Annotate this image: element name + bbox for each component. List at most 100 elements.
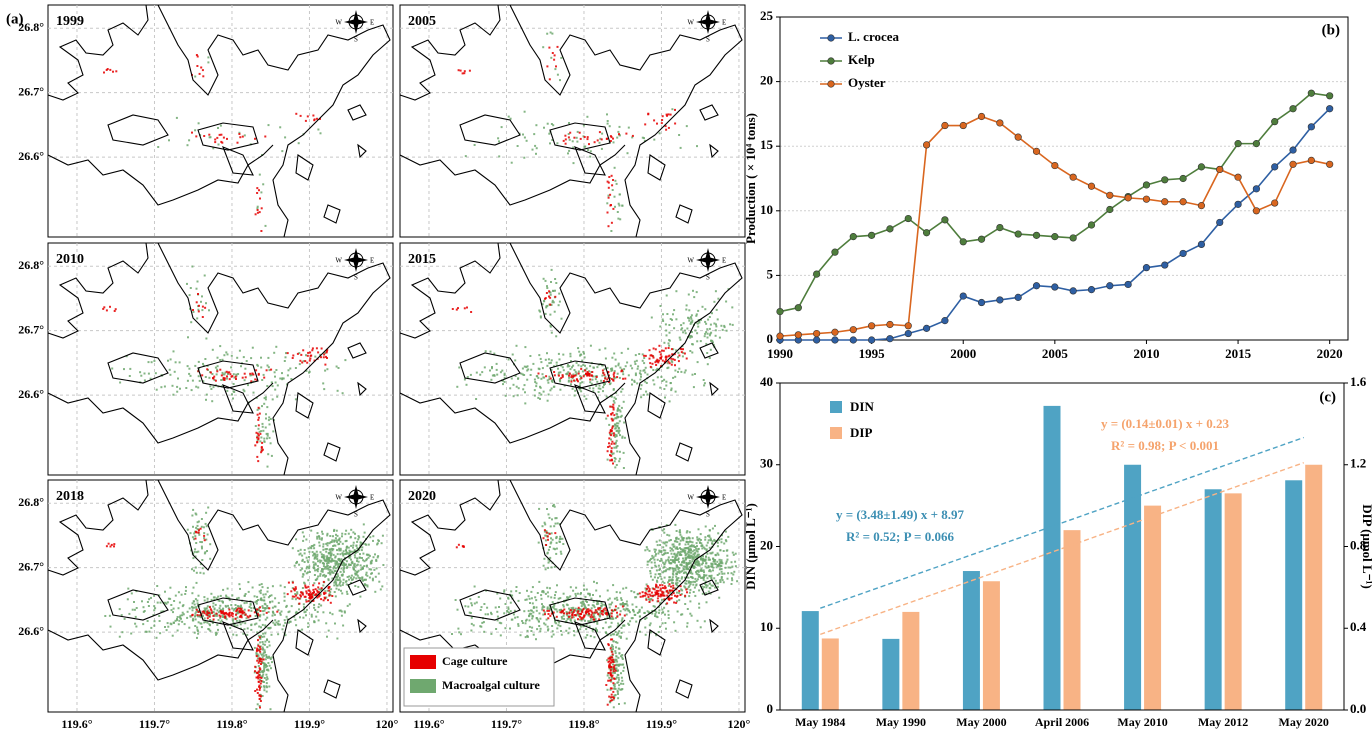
culture-patch: [644, 627, 646, 629]
culture-patch: [581, 360, 583, 362]
culture-patch: [619, 458, 621, 460]
culture-patch: [712, 528, 714, 530]
culture-patch: [697, 564, 699, 566]
culture-patch: [611, 175, 613, 177]
culture-patch: [240, 365, 242, 367]
culture-patch: [610, 647, 612, 649]
culture-patch: [614, 206, 616, 208]
culture-patch: [464, 605, 466, 607]
culture-patch: [233, 390, 235, 392]
culture-patch: [538, 354, 540, 356]
compass-west: W: [687, 19, 694, 27]
culture-patch: [618, 133, 620, 135]
culture-patch: [722, 329, 724, 331]
culture-patch: [562, 354, 564, 356]
culture-patch: [709, 334, 711, 336]
culture-patch: [258, 681, 260, 683]
culture-patch: [609, 660, 611, 662]
culture-patch: [529, 598, 531, 600]
culture-patch: [237, 142, 239, 144]
culture-patch: [185, 590, 187, 592]
culture-patch: [217, 629, 219, 631]
culture-patch: [297, 597, 299, 599]
culture-patch: [660, 558, 662, 560]
culture-patch: [500, 634, 502, 636]
culture-patch: [258, 407, 260, 409]
culture-patch: [708, 591, 710, 593]
culture-patch: [258, 424, 260, 426]
culture-patch: [573, 375, 575, 377]
culture-patch: [606, 138, 608, 140]
point: [777, 308, 784, 315]
culture-patch: [203, 135, 205, 137]
culture-patch: [664, 577, 666, 579]
culture-patch: [276, 396, 278, 398]
culture-patch: [672, 582, 674, 584]
culture-patch: [197, 525, 199, 527]
culture-patch: [559, 358, 561, 360]
culture-patch: [340, 571, 342, 573]
culture-patch: [352, 544, 354, 546]
culture-patch: [569, 139, 571, 141]
culture-patch: [551, 359, 553, 361]
culture-patch: [170, 358, 172, 360]
culture-patch: [114, 310, 116, 312]
culture-patch: [706, 601, 708, 603]
compass-east: E: [722, 19, 726, 27]
culture-patch: [659, 590, 661, 592]
culture-patch: [272, 611, 274, 613]
point: [1180, 198, 1187, 205]
culture-patch: [616, 430, 618, 432]
culture-patch: [680, 540, 682, 542]
culture-patch: [317, 576, 319, 578]
culture-patch: [691, 314, 693, 316]
culture-patch: [666, 590, 668, 592]
culture-patch: [523, 610, 525, 612]
culture-patch: [220, 612, 222, 614]
culture-patch: [650, 366, 652, 368]
culture-patch: [187, 144, 189, 146]
culture-patch: [719, 337, 721, 339]
culture-patch: [720, 565, 722, 567]
culture-patch: [195, 513, 197, 515]
culture-patch: [269, 601, 271, 603]
culture-patch: [166, 629, 168, 631]
culture-patch: [112, 71, 114, 73]
culture-patch: [265, 666, 267, 668]
culture-patch: [664, 397, 666, 399]
culture-patch: [258, 665, 260, 667]
culture-patch: [616, 597, 618, 599]
culture-patch: [274, 623, 276, 625]
culture-patch: [205, 338, 207, 340]
culture-patch: [694, 330, 696, 332]
culture-patch: [665, 129, 667, 131]
culture-patch: [267, 357, 269, 359]
culture-patch: [269, 627, 271, 629]
culture-patch: [650, 572, 652, 574]
culture-patch: [256, 649, 258, 651]
culture-patch: [615, 659, 617, 661]
culture-patch: [563, 140, 565, 142]
culture-patch: [535, 153, 537, 155]
culture-patch: [592, 379, 594, 381]
culture-patch: [590, 345, 592, 347]
culture-patch: [202, 316, 204, 318]
culture-patch: [292, 355, 294, 357]
culture-patch: [524, 391, 526, 393]
culture-patch: [612, 138, 614, 140]
culture-patch: [307, 561, 309, 563]
culture-patch: [593, 636, 595, 638]
culture-patch: [197, 614, 199, 616]
culture-patch: [619, 430, 621, 432]
culture-patch: [615, 427, 617, 429]
y-tick-label: 20: [760, 73, 773, 88]
culture-patch: [285, 606, 287, 608]
culture-patch: [261, 447, 263, 449]
culture-patch: [693, 386, 695, 388]
culture-patch: [618, 460, 620, 462]
culture-patch: [327, 533, 329, 535]
culture-patch: [663, 388, 665, 390]
culture-patch: [169, 587, 171, 589]
culture-patch: [705, 526, 707, 528]
culture-patch: [467, 606, 469, 608]
